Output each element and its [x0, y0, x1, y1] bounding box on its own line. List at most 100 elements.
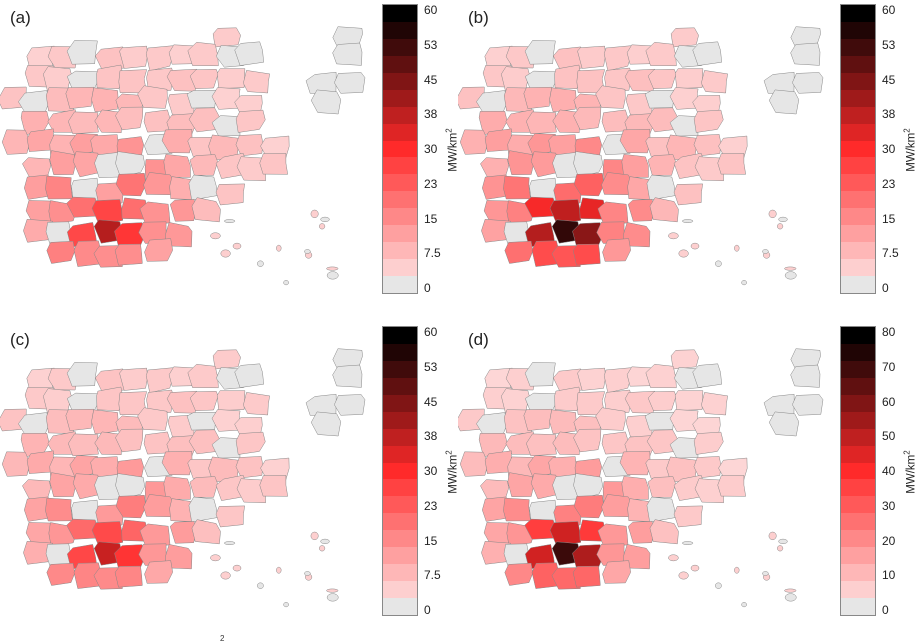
- colorbar-step: [383, 479, 417, 497]
- colorbar-step: [383, 276, 417, 293]
- map-district: [259, 475, 288, 497]
- map-district: [573, 495, 605, 519]
- colorbar-tick-label: 53: [424, 37, 438, 52]
- map-district: [674, 390, 704, 411]
- map-district: [45, 175, 73, 200]
- map-district: [189, 69, 219, 89]
- colorbar-step: [383, 462, 417, 480]
- colorbar-step: [841, 581, 875, 598]
- map-district: [243, 392, 270, 416]
- map-island: [768, 209, 777, 219]
- colorbar-step: [383, 411, 417, 429]
- colorbar-tick-label: 0: [882, 281, 889, 295]
- colorbar-d: [840, 326, 876, 616]
- colorbar-step: [841, 428, 875, 446]
- map-district: [619, 128, 651, 154]
- colorbar-step: [383, 174, 417, 192]
- map-district: [334, 72, 366, 94]
- map-district: [573, 151, 604, 177]
- colorbar-step: [841, 276, 875, 293]
- colorbar-step: [841, 394, 875, 412]
- map-district: [187, 42, 219, 67]
- map-c: [0, 348, 366, 608]
- map-district: [188, 174, 218, 201]
- colorbar-step: [383, 445, 417, 463]
- map-district: [191, 519, 221, 545]
- map-island: [326, 593, 339, 602]
- map-island: [232, 242, 242, 250]
- colorbar-step: [383, 259, 417, 276]
- map-district: [310, 89, 342, 115]
- map-district: [483, 522, 511, 545]
- map-district: [526, 111, 557, 135]
- map-district: [669, 87, 699, 110]
- map-district: [602, 560, 631, 584]
- map-island: [668, 232, 679, 240]
- map-district: [139, 523, 171, 547]
- map-district: [645, 364, 677, 389]
- map-district: [649, 519, 679, 545]
- map-district: [96, 386, 124, 412]
- map-a: [0, 26, 366, 286]
- map-district: [701, 70, 728, 94]
- map-district: [693, 134, 722, 157]
- map-district: [49, 150, 76, 175]
- colorbar-tick-label: 38: [424, 107, 438, 122]
- map-island: [319, 545, 326, 552]
- map-district: [163, 154, 191, 178]
- colorbar-step: [841, 259, 875, 276]
- map-district: [647, 391, 677, 411]
- colorbar-step: [841, 462, 875, 480]
- colorbar-step: [841, 191, 875, 209]
- map-district: [65, 408, 95, 431]
- map-panel-c: (c) MW/km2 60 53 45 38 30 23 15 7.5 0: [0, 322, 459, 644]
- colorbar-tick-label: 60: [882, 3, 896, 17]
- map-district: [523, 408, 553, 431]
- colorbar-step: [383, 496, 417, 514]
- map-district: [189, 476, 218, 498]
- map-district: [334, 394, 366, 416]
- colorbar-tick-label: 45: [424, 394, 438, 409]
- colorbar-step: [383, 394, 417, 412]
- map-district: [768, 411, 800, 437]
- colorbar-tick-label: 7.5: [882, 246, 899, 261]
- colorbar-step: [841, 208, 875, 226]
- map-district: [604, 389, 632, 415]
- colorbar-tick-label: 23: [424, 176, 438, 191]
- map-district: [115, 473, 146, 499]
- colorbar-step: [841, 377, 875, 395]
- colorbar-tick-label: 60: [882, 394, 896, 409]
- map-district: [549, 199, 582, 225]
- map-district: [22, 157, 52, 178]
- colorbar-step: [383, 21, 417, 39]
- map-district: [792, 72, 824, 94]
- colorbar-step: [841, 343, 875, 361]
- colorbar-step: [383, 242, 417, 260]
- map-district: [674, 68, 704, 89]
- map-district: [26, 450, 54, 474]
- map-district: [186, 89, 218, 109]
- map-district: [577, 45, 606, 69]
- map-district: [161, 450, 193, 476]
- map-district: [187, 364, 219, 389]
- map-district: [790, 42, 821, 66]
- map-district: [23, 541, 54, 565]
- map-district: [212, 27, 241, 48]
- map-district: [573, 106, 602, 131]
- colorbar-step: [383, 513, 417, 531]
- map-district: [163, 476, 191, 500]
- map-panel-a: (a) MW/km2 60 53 45 38 30 23 15 7.5 0: [0, 0, 459, 322]
- map-district: [717, 475, 746, 497]
- map-district: [790, 364, 821, 388]
- colorbar-step: [841, 21, 875, 39]
- colorbar-step: [841, 598, 875, 615]
- colorbar-tick-label: 0: [424, 281, 431, 295]
- map-island: [257, 260, 264, 267]
- map-district: [49, 472, 76, 497]
- map-district: [669, 409, 699, 432]
- map-district: [621, 476, 649, 500]
- colorbar-tick-label: 10: [882, 568, 896, 583]
- colorbar-step: [383, 72, 417, 90]
- colorbar-tick-label: 53: [424, 359, 438, 374]
- colorbar-step: [841, 225, 875, 243]
